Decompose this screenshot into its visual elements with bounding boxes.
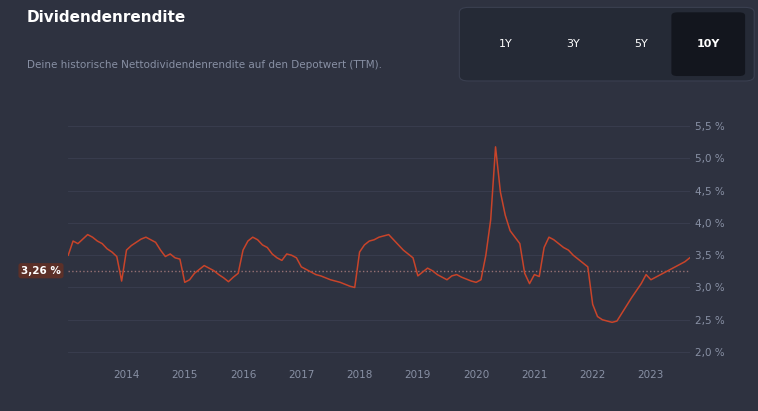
Text: 3,26 %: 3,26 %	[21, 266, 61, 276]
Text: Deine historische Nettodividendenrendite auf den Depotwert (TTM).: Deine historische Nettodividendenrendite…	[27, 60, 381, 69]
Text: Dividendenrendite: Dividendenrendite	[27, 10, 186, 25]
Text: 5Y: 5Y	[634, 39, 647, 49]
Text: 3Y: 3Y	[566, 39, 580, 49]
Text: 10Y: 10Y	[697, 39, 720, 49]
Text: 1Y: 1Y	[499, 39, 512, 49]
